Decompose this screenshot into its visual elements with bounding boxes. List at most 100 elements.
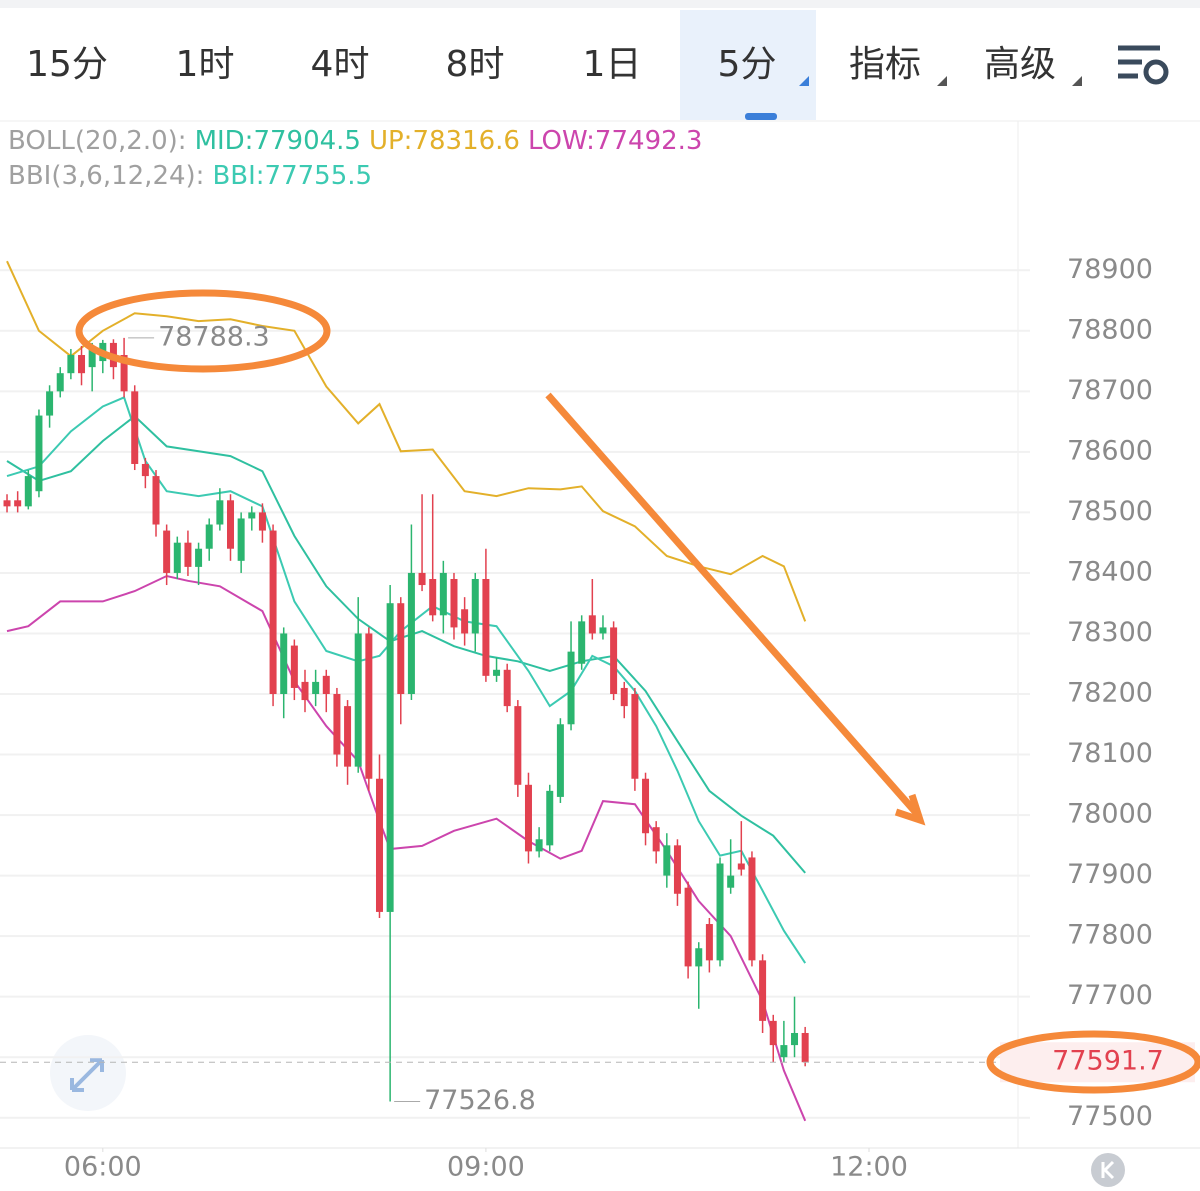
candle-body bbox=[695, 948, 703, 967]
candle-body bbox=[652, 827, 660, 852]
candle-body bbox=[407, 572, 415, 695]
indicator-lines bbox=[6, 260, 807, 1122]
legend-entry: LOW:77492.3 bbox=[528, 126, 702, 156]
tab[interactable]: 5分 bbox=[718, 44, 777, 85]
candle-body bbox=[599, 627, 607, 634]
candle-body bbox=[258, 512, 266, 531]
expand-button[interactable] bbox=[50, 1035, 126, 1111]
candle-body bbox=[386, 603, 394, 912]
indicator-line bbox=[6, 574, 807, 1122]
candle-body bbox=[524, 784, 532, 852]
hand-drawn-marks bbox=[75, 289, 1200, 1094]
legend-entry: MID:77904.5 bbox=[195, 126, 361, 156]
candle-body bbox=[46, 391, 54, 416]
candle-body bbox=[269, 530, 277, 695]
candle-body bbox=[716, 863, 724, 961]
candle-body bbox=[684, 887, 692, 967]
candle-body bbox=[450, 578, 458, 628]
legend-entry: UP:78316.6 bbox=[369, 126, 520, 156]
candle-body bbox=[429, 578, 437, 616]
tab[interactable]: 8时 bbox=[446, 44, 505, 85]
legend-entry: BOLL(20,2.0): bbox=[8, 126, 187, 156]
candle-body bbox=[184, 542, 192, 567]
candle-body bbox=[705, 924, 713, 961]
candle-body bbox=[152, 476, 160, 525]
candle-body bbox=[67, 355, 75, 374]
y-tick-label: 78500 bbox=[1067, 496, 1153, 527]
trend-arrow bbox=[545, 392, 921, 818]
candle-body bbox=[227, 500, 235, 549]
candle-body bbox=[461, 609, 469, 634]
y-tick-label: 78800 bbox=[1067, 314, 1153, 345]
highlight-ellipse bbox=[75, 289, 331, 373]
y-tick-label: 78700 bbox=[1067, 375, 1153, 406]
indicator-legend: BOLL(20,2.0): MID:77904.5 UP:78316.6 LOW:77… bbox=[8, 126, 702, 156]
y-tick-label: 77700 bbox=[1067, 980, 1153, 1011]
candle-body bbox=[514, 706, 522, 785]
candle-body bbox=[78, 355, 86, 374]
candle-body bbox=[769, 1020, 777, 1046]
y-tick-label: 78300 bbox=[1067, 617, 1153, 648]
active-tab-indicator bbox=[745, 113, 777, 120]
plot: 7750077600777007780077900780007810078200… bbox=[0, 254, 1195, 1183]
candle-body bbox=[365, 633, 373, 779]
candle-body bbox=[3, 500, 11, 507]
candle-body bbox=[280, 633, 288, 695]
indicator-line bbox=[6, 414, 806, 874]
candle-body bbox=[673, 845, 681, 894]
y-tick-label: 78200 bbox=[1067, 678, 1153, 709]
candle-body bbox=[163, 530, 171, 573]
y-tick-label: 78600 bbox=[1067, 435, 1153, 466]
annotation: 77526.8 bbox=[424, 1085, 536, 1116]
dropdown-caret bbox=[937, 76, 947, 86]
candle-body bbox=[631, 694, 639, 779]
candle-body bbox=[131, 391, 139, 464]
highlight-ellipse bbox=[986, 1030, 1200, 1094]
candle-body bbox=[301, 681, 309, 701]
candle-body bbox=[620, 687, 628, 707]
candle-body bbox=[56, 373, 64, 392]
candle-body bbox=[535, 839, 543, 852]
candle-body bbox=[397, 603, 405, 695]
candle-body bbox=[748, 857, 756, 961]
candle-body bbox=[759, 960, 767, 1021]
scroll-end-button[interactable] bbox=[1091, 1153, 1125, 1187]
y-tick-label: 77800 bbox=[1067, 920, 1153, 951]
candle-body bbox=[546, 790, 554, 846]
candle-body bbox=[216, 500, 224, 525]
tab[interactable]: 15分 bbox=[26, 44, 108, 85]
tab[interactable]: 指标 bbox=[849, 44, 921, 85]
candle-body bbox=[482, 578, 490, 676]
x-tick-label: 09:00 bbox=[447, 1152, 525, 1183]
tab[interactable]: 1日 bbox=[583, 44, 642, 85]
y-tick-label: 78000 bbox=[1067, 799, 1153, 830]
candle-body bbox=[791, 1032, 799, 1046]
settings-icon[interactable] bbox=[1118, 45, 1169, 85]
y-tick-label: 77900 bbox=[1067, 859, 1153, 890]
y-tick-label: 78900 bbox=[1067, 254, 1153, 285]
candle-body bbox=[35, 415, 43, 492]
annotation: 78788.3 bbox=[158, 321, 270, 352]
candle-body bbox=[290, 645, 298, 688]
dropdown-caret bbox=[1072, 76, 1082, 86]
indicator-line bbox=[6, 260, 807, 622]
tab[interactable]: 高级 bbox=[984, 44, 1056, 85]
candle-body bbox=[14, 500, 22, 507]
candle-body bbox=[173, 542, 181, 573]
tab[interactable]: 4时 bbox=[311, 44, 370, 85]
dropdown-caret bbox=[799, 76, 809, 86]
y-tick-label: 78100 bbox=[1067, 738, 1153, 769]
candle-body bbox=[663, 845, 671, 876]
x-tick-label: 12:00 bbox=[830, 1152, 908, 1183]
candle-body bbox=[471, 578, 479, 634]
candle-body bbox=[642, 778, 650, 834]
candle-body bbox=[567, 651, 575, 725]
candle-body bbox=[588, 615, 596, 634]
candle-body bbox=[205, 524, 213, 549]
candle-body bbox=[556, 724, 564, 797]
y-tick-label: 78400 bbox=[1067, 556, 1153, 587]
tab[interactable]: 1时 bbox=[176, 44, 235, 85]
